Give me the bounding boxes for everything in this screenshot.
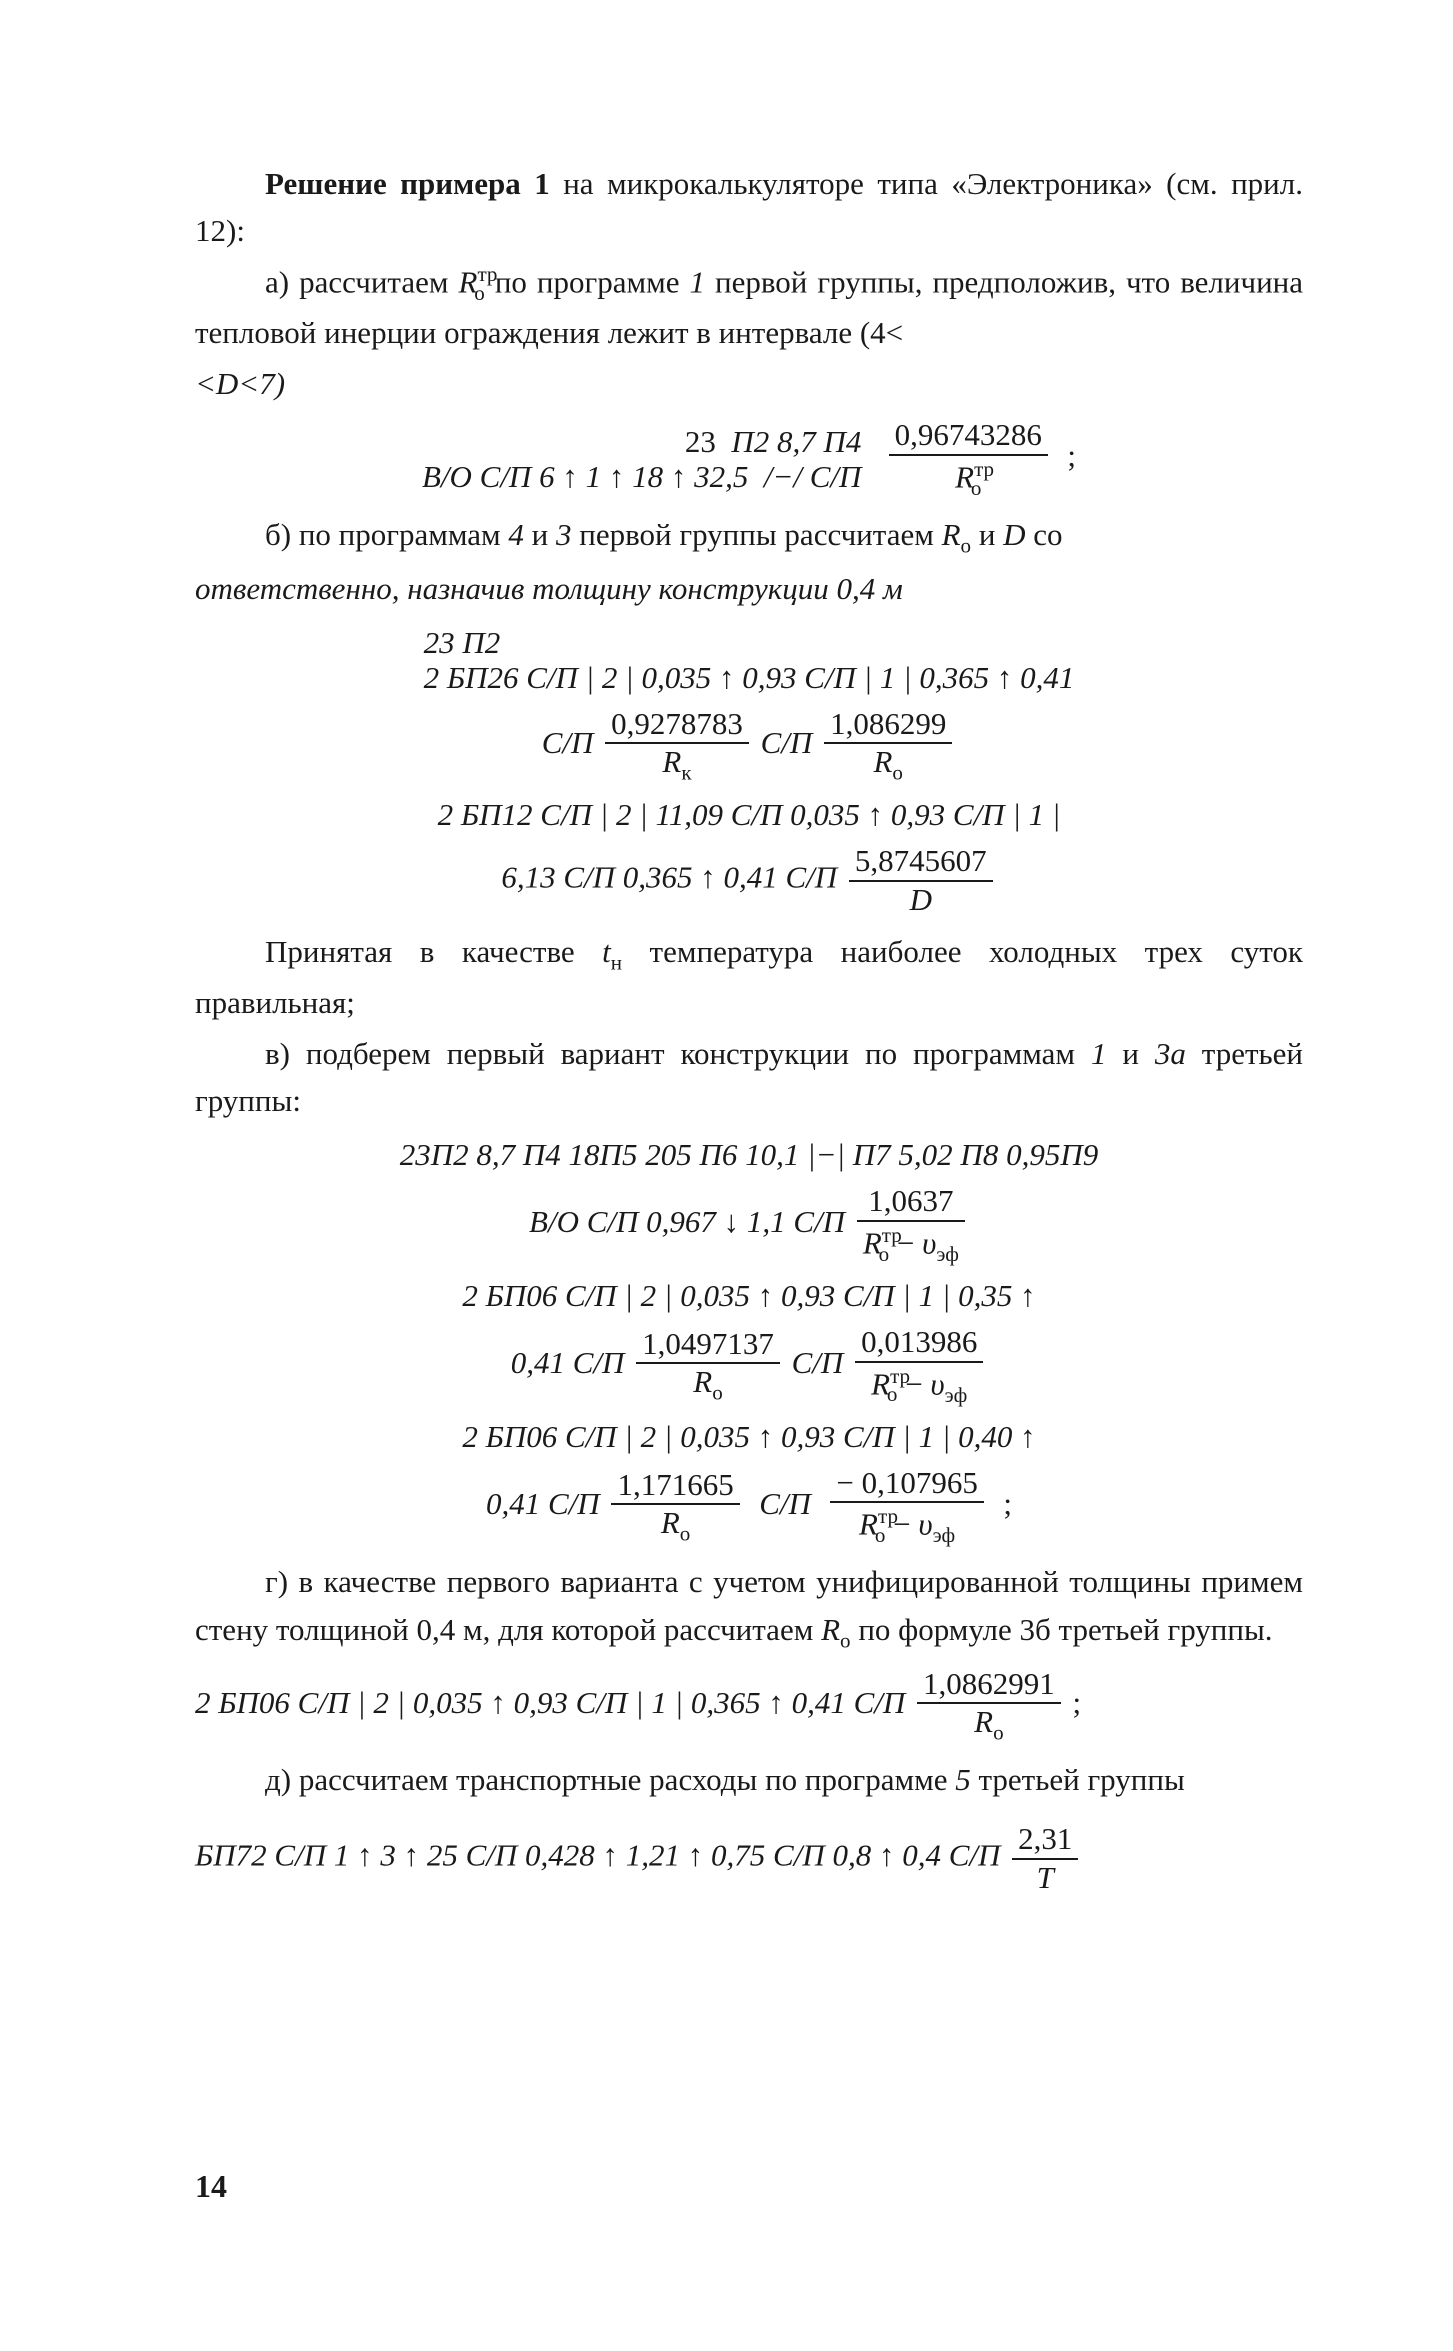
intro-bold: Решение примера 1: [265, 166, 550, 201]
p-a-cond: <D<7): [195, 360, 1303, 407]
eq3-l6: 0,41 С/П 1,171665 Rо С/П − 0,107965 Rтро…: [195, 1467, 1303, 1547]
p-a: а) рассчитаем Rтро по программе 1 первой…: [195, 258, 1303, 356]
p-intro: Решение примера 1 на микрокалькуляторе т…: [195, 160, 1303, 254]
eq2-l2: С/П 0,9278783 Rк С/П 1,086299 Rо: [195, 708, 1303, 784]
p-accepted: Принятая в качестве tн температура наибо…: [195, 928, 1303, 1026]
eq4: 2 БП06 С/П | 2 | 0,035 ↑ 0,93 С/П | 1 | …: [195, 1668, 1303, 1744]
eq3-l4: 0,41 С/П 1,0497137 Rо С/П 0,013986 Rтро …: [195, 1326, 1303, 1406]
eq3-l1: 23П2 8,7 П4 18П5 205 П6 10,1 |−| П7 5,02…: [195, 1136, 1303, 1173]
p-b: б) по программам 4 и 3 первой группы рас…: [195, 511, 1303, 561]
p-v: в) подберем первый вариант конструкции п…: [195, 1030, 1303, 1124]
eq1: 23 П2 8,7 П4 В/О С/П 6 ↑ 1 ↑ 18 ↑ 32,5 /…: [195, 419, 1303, 499]
p-g: г) в качестве первого варианта с учетом …: [195, 1558, 1303, 1656]
page-number: 14: [195, 2162, 227, 2211]
eq3-l5: 2 БП06 С/П | 2 | 0,035 ↑ 0,93 С/П | 1 | …: [195, 1418, 1303, 1455]
eq2-l3: 2 БП12 С/П | 2 | 11,09 С/П 0,035 ↑ 0,93 …: [195, 796, 1303, 833]
page: Решение примера 1 на микрокалькуляторе т…: [0, 0, 1453, 2351]
eq2-l4: 6,13 С/П 0,365 ↑ 0,41 С/П 5,8745607 D: [195, 845, 1303, 916]
eq5: БП72 С/П 1 ↑ 3 ↑ 25 С/П 0,428 ↑ 1,21 ↑ 0…: [195, 1823, 1303, 1894]
p-b-italic: ответственно, назначив толщину конструкц…: [195, 565, 1303, 612]
p-d: д) рассчитаем транспортные расходы по пр…: [195, 1756, 1303, 1803]
eq3-l3: 2 БП06 С/П | 2 | 0,035 ↑ 0,93 С/П | 1 | …: [195, 1277, 1303, 1314]
eq2-l1: 23 П2 2 БП26 С/П | 2 | 0,035 ↑ 0,93 С/П …: [195, 625, 1303, 696]
eq3-l2: В/О С/П 0,967 ↓ 1,1 С/П 1,0637 Rтро − υэ…: [195, 1185, 1303, 1265]
